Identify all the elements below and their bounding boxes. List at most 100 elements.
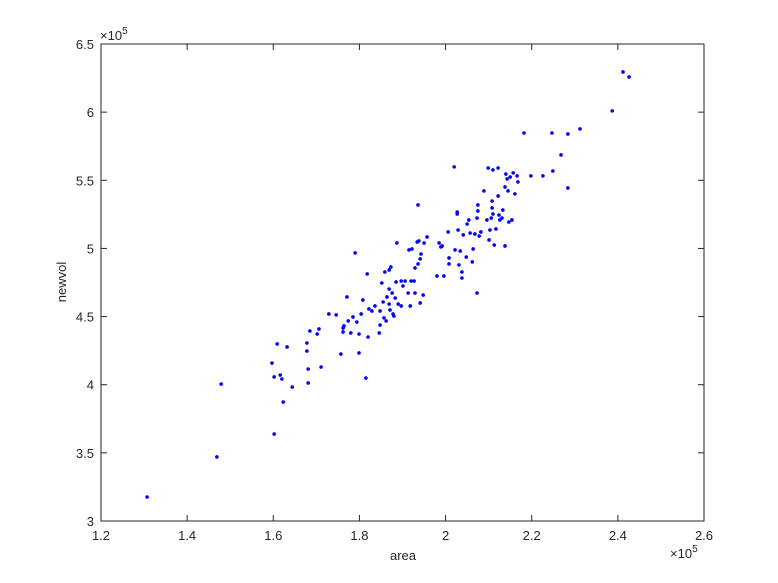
point (529, 174, 533, 178)
point (417, 239, 421, 243)
point (407, 248, 411, 252)
point (393, 296, 397, 300)
point (383, 270, 387, 274)
point (387, 287, 391, 291)
point (306, 367, 310, 371)
point (401, 284, 405, 288)
point (342, 324, 346, 328)
point (412, 279, 416, 283)
y-tick-label: 4 (87, 378, 94, 393)
point (373, 304, 377, 308)
point (421, 293, 425, 297)
point (339, 352, 343, 356)
point (319, 365, 323, 369)
point (387, 302, 391, 306)
point (327, 312, 331, 316)
point (473, 232, 477, 236)
point (453, 248, 457, 252)
point (447, 262, 451, 266)
y-tick-label: 5 (87, 241, 94, 256)
point (345, 295, 349, 299)
point (460, 270, 464, 274)
y-exponent-power: 5 (122, 26, 128, 37)
point (399, 304, 404, 308)
point (387, 268, 391, 272)
point (418, 301, 422, 305)
point (285, 345, 289, 349)
point (511, 171, 515, 175)
point (278, 373, 282, 377)
point (357, 332, 361, 336)
point (550, 131, 554, 135)
point (522, 131, 526, 135)
point (425, 235, 429, 239)
point (516, 180, 520, 184)
point (566, 186, 570, 190)
point (280, 377, 284, 381)
point (452, 165, 456, 169)
point (392, 314, 396, 318)
point (490, 199, 494, 203)
point (513, 192, 517, 196)
point (317, 327, 321, 331)
point (395, 241, 399, 245)
y-tick-label: 6.5 (76, 37, 94, 52)
y-tick-label: 6 (87, 105, 94, 120)
point (479, 230, 483, 234)
point (475, 291, 479, 295)
x-tick-label: 2.6 (695, 528, 713, 543)
point (413, 266, 417, 270)
point (406, 291, 410, 295)
point (384, 319, 388, 323)
point (416, 262, 420, 266)
x-tick-label: 1.2 (92, 528, 110, 543)
point (505, 177, 509, 181)
point (485, 218, 489, 222)
point (334, 313, 338, 317)
point (370, 309, 374, 313)
point (435, 274, 439, 278)
point (381, 300, 385, 304)
point (275, 342, 279, 346)
y-tick-label: 3 (87, 514, 94, 529)
y-axis-label: newvol (54, 262, 69, 303)
point (272, 375, 276, 379)
point (503, 185, 507, 189)
point (364, 376, 368, 380)
point (503, 244, 507, 248)
point (346, 319, 351, 323)
point (541, 174, 545, 178)
point (385, 295, 389, 299)
point (508, 175, 512, 179)
point (467, 218, 471, 222)
point (486, 166, 491, 170)
point (377, 331, 382, 335)
point (399, 279, 404, 283)
point (465, 222, 469, 226)
point (351, 315, 355, 319)
point (380, 281, 384, 285)
point (394, 280, 398, 284)
point (458, 249, 463, 253)
point (494, 227, 498, 231)
point (359, 312, 363, 316)
point (367, 307, 371, 311)
point (353, 251, 357, 255)
point (446, 230, 450, 234)
point (468, 231, 472, 235)
point (477, 234, 481, 238)
point (219, 382, 223, 386)
point (422, 241, 426, 245)
point (382, 316, 386, 320)
point (515, 174, 519, 178)
point (476, 203, 480, 207)
point (566, 132, 570, 136)
point (492, 243, 497, 247)
point (500, 216, 504, 220)
x-exponent: ×105 (670, 544, 698, 561)
point (497, 213, 501, 217)
point (551, 169, 555, 173)
point (501, 208, 505, 212)
point (357, 351, 361, 355)
